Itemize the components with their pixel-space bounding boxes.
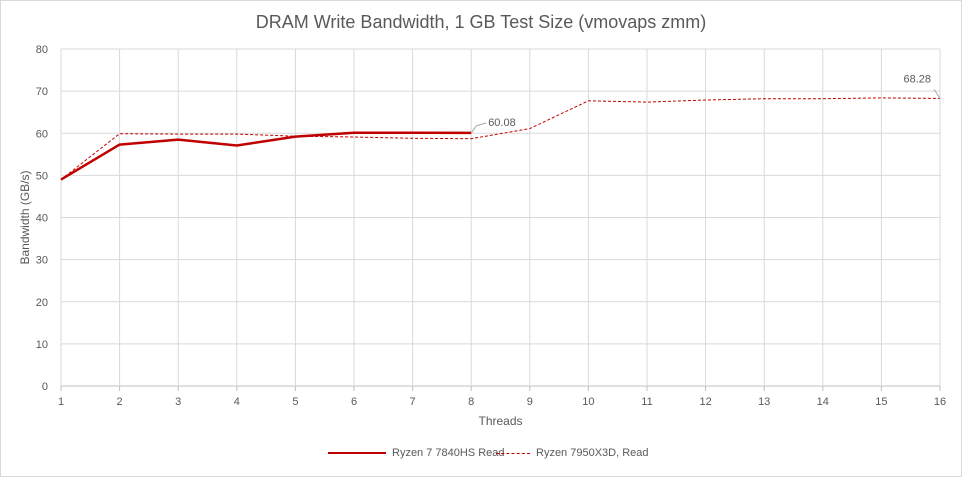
chart-title: DRAM Write Bandwidth, 1 GB Test Size (vm… bbox=[255, 12, 707, 32]
legend-item-series-2: Ryzen 7950X3D, Read bbox=[496, 447, 649, 459]
legend-item-series-1: Ryzen 7 7840HS Read bbox=[328, 447, 505, 459]
x-tick-label: 3 bbox=[175, 396, 181, 408]
y-tick-label: 60 bbox=[36, 128, 48, 140]
leader-line bbox=[933, 89, 941, 99]
x-tick-label: 15 bbox=[875, 396, 887, 408]
x-axis-title: Threads bbox=[478, 414, 522, 428]
x-tick-label: 11 bbox=[641, 396, 652, 408]
y-tick-label: 50 bbox=[36, 170, 48, 182]
y-tick-labels: 0 10 20 30 40 50 60 70 80 bbox=[36, 44, 48, 393]
legend-swatch-solid bbox=[328, 452, 386, 454]
x-tick-label: 14 bbox=[817, 396, 829, 408]
x-tick-label: 2 bbox=[117, 396, 123, 408]
data-label: 60.08 bbox=[488, 117, 516, 129]
x-tick-label: 1 bbox=[58, 396, 64, 408]
y-tick-label: 10 bbox=[36, 339, 48, 351]
legend-label: Ryzen 7950X3D, Read bbox=[536, 447, 649, 459]
x-tick-label: 5 bbox=[292, 396, 298, 408]
y-tick-label: 0 bbox=[42, 381, 48, 393]
x-tick-label: 8 bbox=[468, 396, 474, 408]
y-tick-label: 30 bbox=[36, 255, 48, 267]
data-label: 68.28 bbox=[903, 73, 931, 85]
x-tick-label: 6 bbox=[351, 396, 357, 408]
y-axis-title: Bandwidth (GB/s) bbox=[18, 170, 32, 264]
series-line-2 bbox=[60, 97, 941, 180]
y-tick-label: 40 bbox=[36, 213, 48, 225]
y-tick-label: 70 bbox=[36, 86, 48, 98]
x-tick-label: 7 bbox=[410, 396, 416, 408]
x-tick-label: 13 bbox=[758, 396, 770, 408]
series-lines bbox=[60, 97, 941, 181]
x-tick-label: 9 bbox=[527, 396, 533, 408]
x-tick-label: 4 bbox=[234, 396, 240, 408]
legend-label: Ryzen 7 7840HS Read bbox=[392, 447, 505, 459]
legend: Ryzen 7 7840HS Read Ryzen 7950X3D, Read bbox=[0, 447, 962, 465]
x-tick-label: 12 bbox=[699, 396, 711, 408]
x-tick-label: 10 bbox=[582, 396, 594, 408]
series-line-1 bbox=[60, 131, 472, 181]
y-tick-label: 20 bbox=[36, 297, 48, 309]
x-tick-labels: 1 2 3 4 5 6 7 8 9 10 11 12 13 14 15 16 bbox=[58, 396, 946, 408]
y-tick-label: 80 bbox=[36, 44, 48, 56]
gridlines bbox=[60, 48, 941, 391]
legend-swatch-dashed bbox=[496, 452, 530, 454]
x-tick-label: 16 bbox=[934, 396, 946, 408]
leader-line bbox=[470, 122, 487, 134]
data-labels: 60.08 68.28 bbox=[470, 73, 941, 134]
